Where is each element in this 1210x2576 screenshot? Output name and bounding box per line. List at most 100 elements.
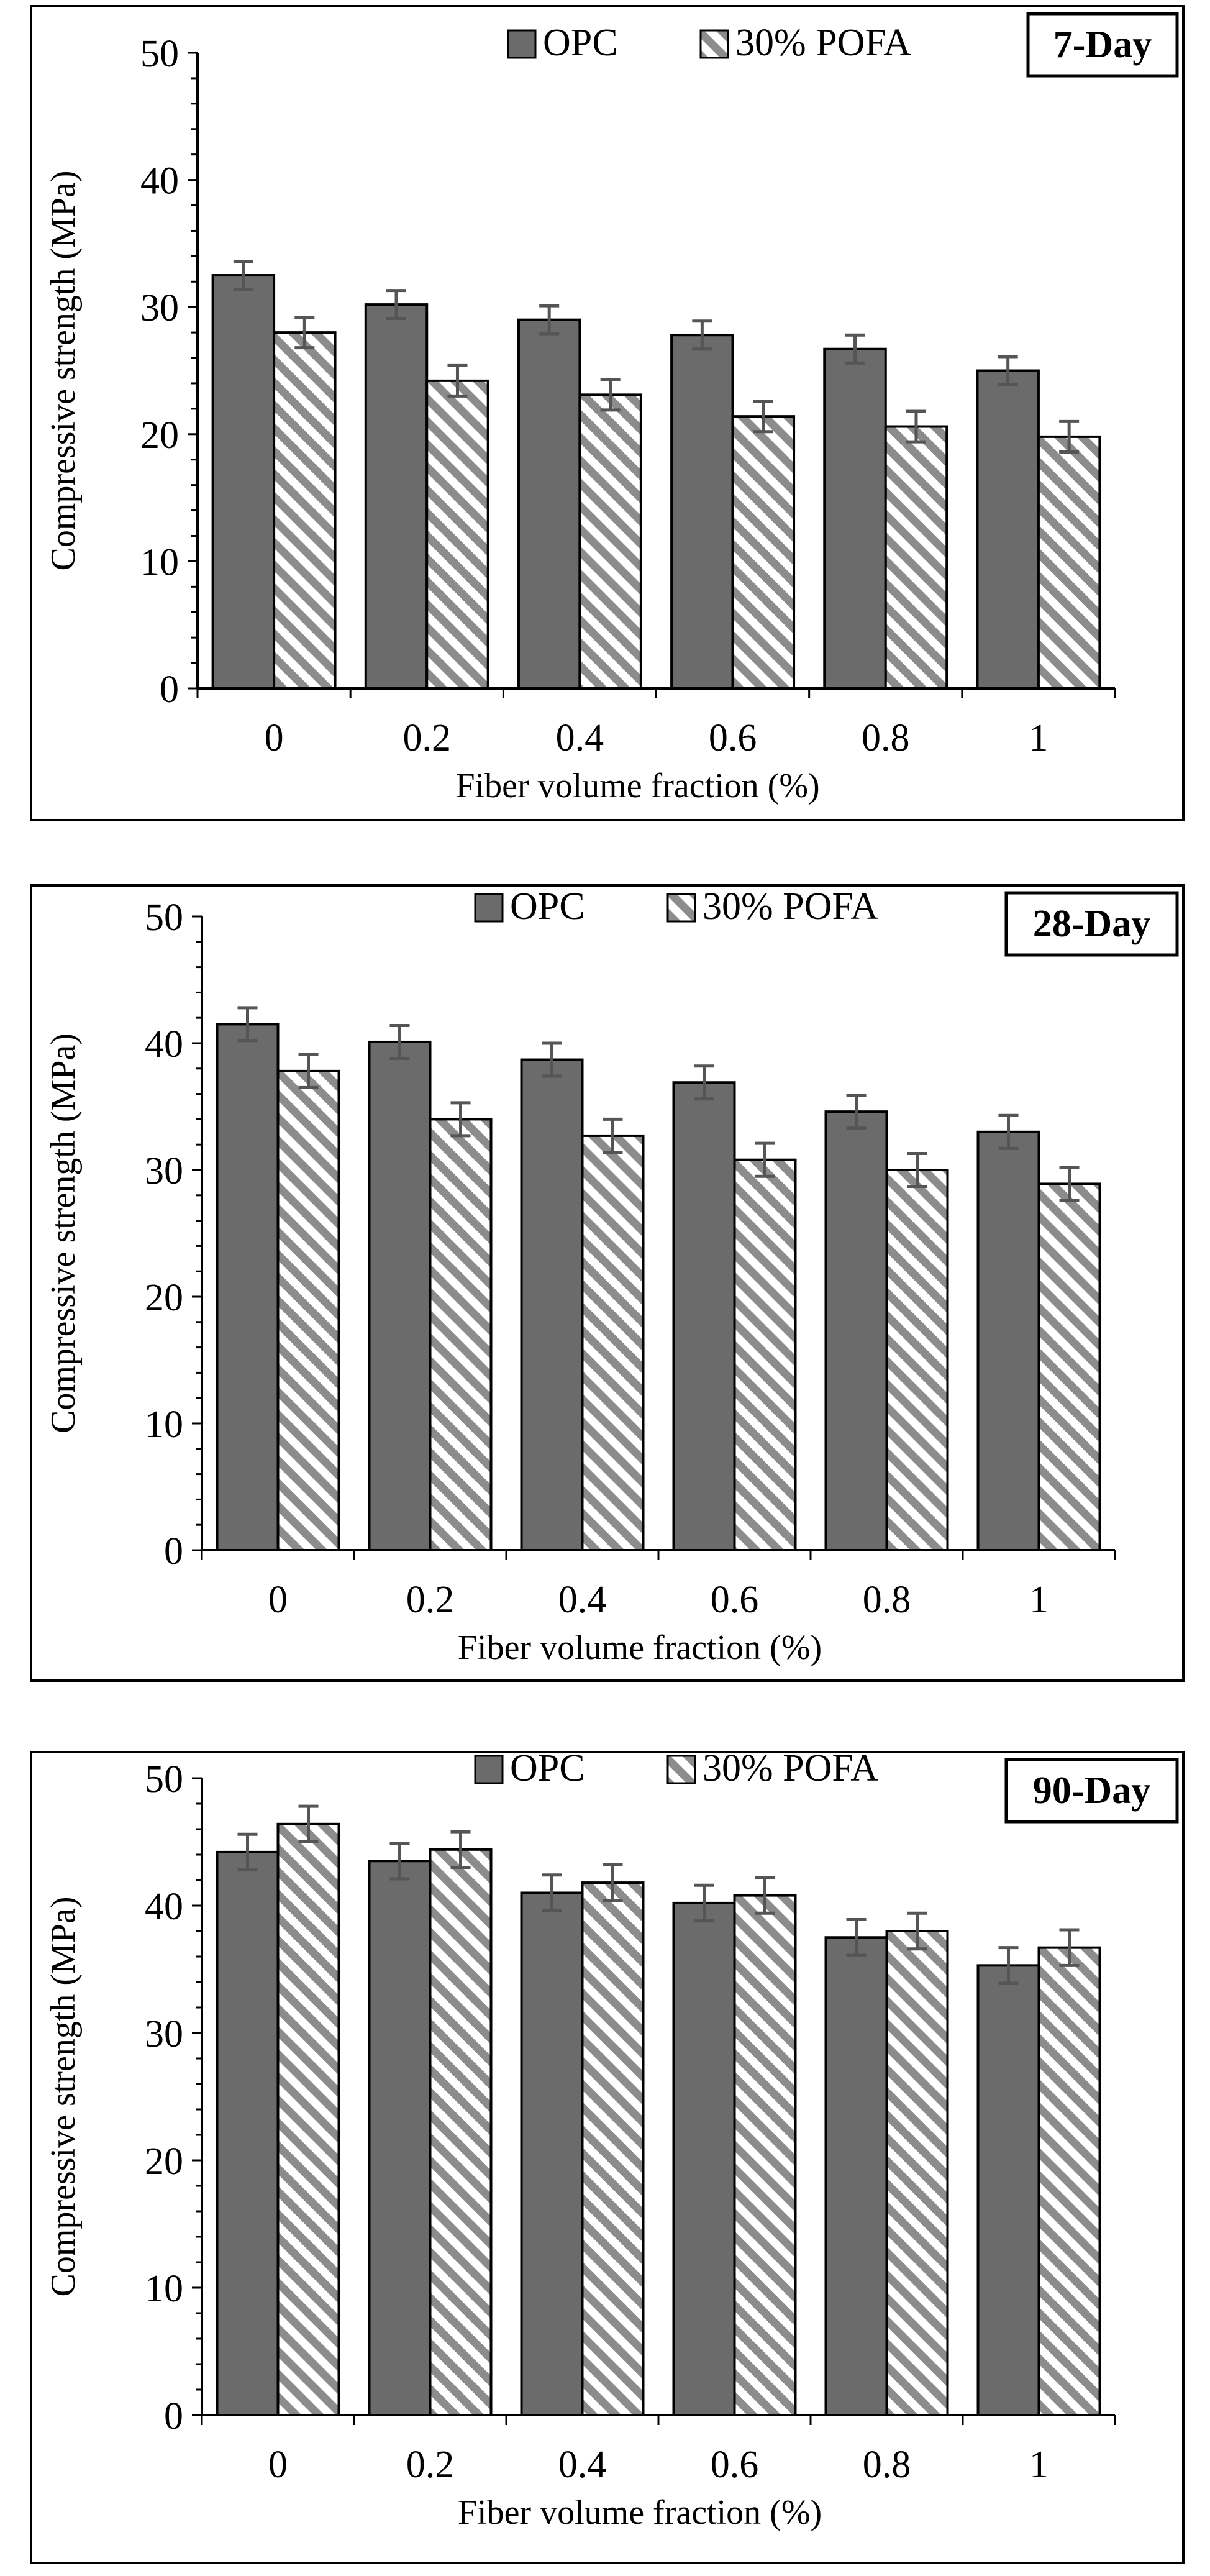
x-tick-label: 0 <box>268 2444 288 2486</box>
error-bar-opc-1 <box>386 289 407 321</box>
bar-pofa-2 <box>581 1134 645 1552</box>
legend-swatch <box>474 1755 504 1784</box>
x-tick-label: 1 <box>1029 2444 1049 2486</box>
legend: OPC 30% POFA <box>507 22 911 64</box>
y-tick-label: 50 <box>145 1758 183 1801</box>
legend-label: 30% POFA <box>735 22 911 64</box>
bar-pofa-0 <box>276 1069 340 1551</box>
y-tick-label: 30 <box>145 2013 183 2055</box>
error-bar-pofa-4 <box>907 1151 927 1189</box>
error-bar-pofa-5 <box>1059 419 1080 454</box>
error-bar-opc-3 <box>694 1064 714 1101</box>
bar-pofa-5 <box>1037 435 1101 690</box>
bar-pofa-0 <box>273 331 337 690</box>
error-bar-opc-4 <box>846 1918 867 1957</box>
error-bar-opc-1 <box>389 1842 410 1881</box>
legend-label: OPC <box>543 22 618 64</box>
error-bar-pofa-0 <box>298 1053 319 1089</box>
error-bar-opc-0 <box>237 1006 258 1043</box>
error-bar-opc-4 <box>845 333 865 365</box>
legend-swatch <box>474 893 504 923</box>
legend: OPC 30% POFA <box>474 1747 878 1789</box>
error-bar-pofa-4 <box>907 1911 927 1951</box>
bar-opc-0 <box>211 274 276 690</box>
bar-opc-5 <box>976 1964 1040 2417</box>
x-axis-label: Fiber volume fraction (%) <box>455 767 819 805</box>
y-tick-label: 0 <box>160 669 179 711</box>
bar-opc-5 <box>976 369 1040 690</box>
y-axis-label: Compressive strength (MPa) <box>44 1897 83 2297</box>
bar-opc-2 <box>517 318 581 690</box>
legend-swatch <box>666 893 696 923</box>
x-tick-label: 1 <box>1029 717 1048 759</box>
y-tick-label: 20 <box>145 1277 183 1319</box>
x-axis-label: Fiber volume fraction (%) <box>458 2493 822 2532</box>
bar-pofa-2 <box>578 393 642 690</box>
y-tick-label: 50 <box>140 33 179 75</box>
day-tag-label: 7-Day <box>1053 24 1152 66</box>
x-tick-label: 0.6 <box>711 2444 759 2486</box>
day-tag-box <box>1004 891 1179 957</box>
error-bar-opc-3 <box>692 319 712 351</box>
error-bar-pofa-2 <box>600 378 621 412</box>
error-bar-pofa-1 <box>447 363 468 398</box>
y-tick-label: 0 <box>164 2395 183 2437</box>
bar-pofa-5 <box>1037 1946 1101 2416</box>
legend-label: 30% POFA <box>703 1747 878 1789</box>
error-bar-opc-3 <box>694 1883 714 1923</box>
legend-label: OPC <box>510 1747 585 1789</box>
error-bar-opc-0 <box>233 260 253 291</box>
error-bar-pofa-3 <box>753 400 773 434</box>
error-bar-opc-5 <box>998 355 1018 386</box>
y-axis-label: Compressive strength (MPa) <box>44 171 83 571</box>
error-bar-opc-5 <box>998 1113 1019 1150</box>
day-tag-label: 90-Day <box>1033 1770 1150 1812</box>
y-tick-label: 10 <box>145 2268 183 2310</box>
y-tick-label: 30 <box>145 1150 183 1192</box>
y-tick-label: 30 <box>140 287 179 329</box>
error-bar-pofa-1 <box>450 1830 471 1869</box>
x-tick-label: 0.6 <box>711 1579 759 1621</box>
bar-opc-1 <box>364 303 429 690</box>
error-bar-pofa-0 <box>298 1804 319 1843</box>
chart-panel-7-day: 0 10 20 30 40 50 0 0.2 0.4 0.6 0.8 1 Fiber volume fr… <box>30 5 1185 821</box>
chart-panel-28-day: 0 10 20 30 40 50 0 0.2 0.4 0.6 0.8 1 Fiber volume fr… <box>30 884 1185 1682</box>
bar-opc-4 <box>824 1936 888 2416</box>
x-tick-label: 0.8 <box>862 717 910 759</box>
bar-pofa-1 <box>429 1848 493 2417</box>
day-tag-label: 28-Day <box>1033 903 1150 945</box>
bar-pofa-2 <box>581 1881 645 2417</box>
error-bar-pofa-3 <box>755 1876 775 1915</box>
bar-opc-3 <box>670 334 734 690</box>
x-axis-label: Fiber volume fraction (%) <box>458 1628 822 1667</box>
error-bar-pofa-4 <box>906 409 926 444</box>
panel-frame <box>30 1751 1185 2564</box>
day-tag-box <box>1004 1758 1179 1824</box>
bar-pofa-5 <box>1037 1182 1101 1551</box>
error-bar-opc-2 <box>542 1041 562 1078</box>
y-tick-label: 10 <box>145 1404 183 1446</box>
bar-opc-2 <box>520 1891 584 2416</box>
legend-swatch <box>507 29 537 59</box>
error-bar-opc-0 <box>237 1832 258 1872</box>
panel-frame <box>30 5 1185 821</box>
bar-pofa-4 <box>885 1169 949 1551</box>
y-tick-label: 40 <box>145 1886 183 1928</box>
bar-pofa-1 <box>425 379 489 690</box>
x-tick-label: 1 <box>1029 1579 1049 1621</box>
x-tick-label: 0 <box>265 717 284 759</box>
bar-opc-1 <box>368 1040 432 1551</box>
panel-frame <box>30 884 1185 1682</box>
y-tick-label: 0 <box>164 1530 183 1573</box>
error-bar-pofa-5 <box>1059 1166 1080 1202</box>
bar-pofa-0 <box>276 1822 340 2417</box>
error-bar-pofa-3 <box>755 1141 775 1178</box>
day-tag-box <box>1026 12 1179 78</box>
y-axis-label: Compressive strength (MPa) <box>44 1033 83 1433</box>
error-bar-opc-5 <box>998 1946 1019 1985</box>
x-tick-label: 0 <box>268 1579 288 1621</box>
error-bar-opc-1 <box>389 1023 410 1060</box>
bar-opc-4 <box>824 1110 888 1552</box>
bar-pofa-3 <box>733 1158 797 1552</box>
legend: OPC 30% POFA <box>474 885 878 928</box>
